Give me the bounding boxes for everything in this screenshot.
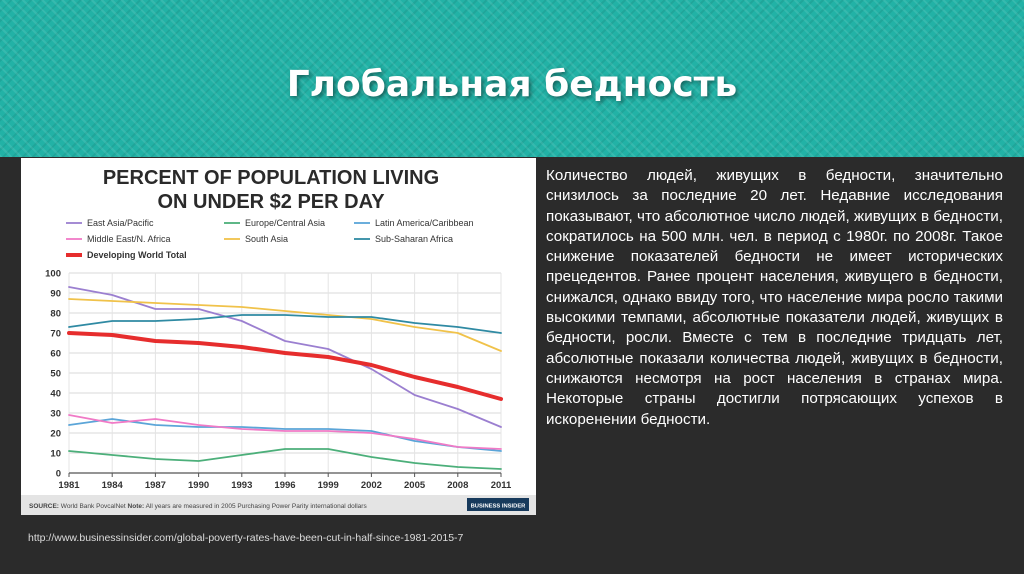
legend-label-latin-america-caribbean: Latin America/Caribbean bbox=[375, 218, 474, 228]
footer-brand: BUSINESS INSIDER bbox=[471, 504, 527, 510]
x-tick-label: 1984 bbox=[102, 480, 124, 491]
x-tick-label: 1981 bbox=[58, 480, 80, 491]
series-line-middle-east-n-africa bbox=[68, 414, 502, 450]
x-tick-label: 1993 bbox=[231, 480, 252, 491]
chart-footer-bar bbox=[21, 495, 536, 515]
y-tick-label: 100 bbox=[45, 269, 61, 280]
y-tick-label: 90 bbox=[50, 289, 61, 300]
y-tick-label: 40 bbox=[50, 389, 61, 400]
y-tick-label: 70 bbox=[50, 329, 61, 340]
chart-title-line2: ON UNDER $2 PER DAY bbox=[157, 191, 385, 213]
y-tick-label: 0 bbox=[56, 469, 61, 480]
legend-label-east-asia-pacific: East Asia/Pacific bbox=[87, 218, 154, 228]
y-tick-label: 80 bbox=[50, 309, 61, 320]
footer-brand-badge bbox=[467, 498, 529, 511]
y-tick-label: 60 bbox=[50, 349, 61, 360]
chart-panel: PERCENT OF POPULATION LIVING ON UNDER $2… bbox=[21, 158, 536, 515]
footer-source: World Bank PovcalNet bbox=[61, 503, 126, 510]
y-tick-label: 50 bbox=[50, 369, 61, 380]
x-tick-label: 2011 bbox=[491, 480, 512, 491]
slide-title: Глобальная бедность bbox=[286, 64, 738, 105]
series-line-developing-world-total bbox=[67, 331, 503, 401]
x-tick-label: 2008 bbox=[447, 480, 468, 491]
footer-note-label: Note: bbox=[128, 503, 145, 510]
y-tick-label: 20 bbox=[50, 429, 61, 440]
series-line-east-asia-pacific bbox=[68, 286, 502, 428]
chart-legend: East Asia/Pacific Europe/Central Asia Lati… bbox=[66, 218, 474, 260]
poverty-line-chart: PERCENT OF POPULATION LIVING ON UNDER $2… bbox=[21, 167, 536, 515]
chart-series bbox=[67, 286, 503, 470]
x-tick-label: 1996 bbox=[274, 480, 295, 491]
x-tick-label: 1990 bbox=[188, 480, 209, 491]
chart-axes: 0 10 20 30 40 50 60 70 80 90 100 1981 1984 1987 1990 19… bbox=[45, 269, 512, 492]
x-tick-label: 1999 bbox=[318, 480, 339, 491]
slide-body-text: Количество людей, живущих в бедности, зн… bbox=[546, 167, 1003, 428]
footer-source-label: SOURCE: bbox=[29, 503, 59, 510]
footer-note: All years are measured in 2005 Purchasin… bbox=[146, 503, 368, 510]
series-line-south-asia bbox=[68, 298, 502, 352]
slide-header: Глобальная бедность bbox=[0, 0, 1024, 157]
legend-label-south-asia: South Asia bbox=[245, 234, 288, 244]
series-line-europe-central-asia bbox=[68, 448, 502, 470]
y-tick-label: 10 bbox=[50, 449, 61, 460]
chart-footer-text: SOURCE: World Bank PovcalNet Note: All y… bbox=[29, 503, 367, 510]
legend-label-europe-central-asia: Europe/Central Asia bbox=[245, 218, 325, 228]
y-tick-label: 30 bbox=[50, 409, 61, 420]
series-line-latin-america-caribbean bbox=[68, 418, 502, 452]
x-tick-label: 2002 bbox=[361, 480, 382, 491]
x-tick-label: 2005 bbox=[404, 480, 426, 491]
chart-title-line1: PERCENT OF POPULATION LIVING bbox=[103, 167, 439, 189]
source-link[interactable]: http://www.businessinsider.com/global-po… bbox=[28, 532, 464, 544]
x-tick-label: 1987 bbox=[145, 480, 166, 491]
legend-label-developing-world-total: Developing World Total bbox=[87, 250, 187, 260]
legend-label-sub-saharan-africa: Sub-Saharan Africa bbox=[375, 234, 453, 244]
series-line-sub-saharan-africa bbox=[68, 314, 502, 334]
legend-label-middle-east-n-africa: Middle East/N. Africa bbox=[87, 234, 171, 244]
